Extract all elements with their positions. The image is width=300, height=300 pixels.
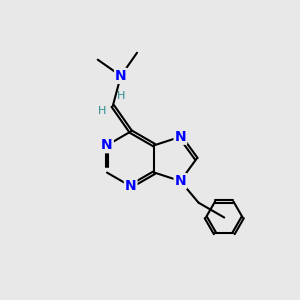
- Text: N: N: [115, 69, 127, 83]
- Text: N: N: [125, 179, 136, 193]
- Text: N: N: [101, 138, 113, 152]
- Text: N: N: [175, 130, 186, 144]
- Text: H: H: [117, 92, 125, 101]
- Text: H: H: [98, 106, 106, 116]
- Text: N: N: [175, 174, 186, 188]
